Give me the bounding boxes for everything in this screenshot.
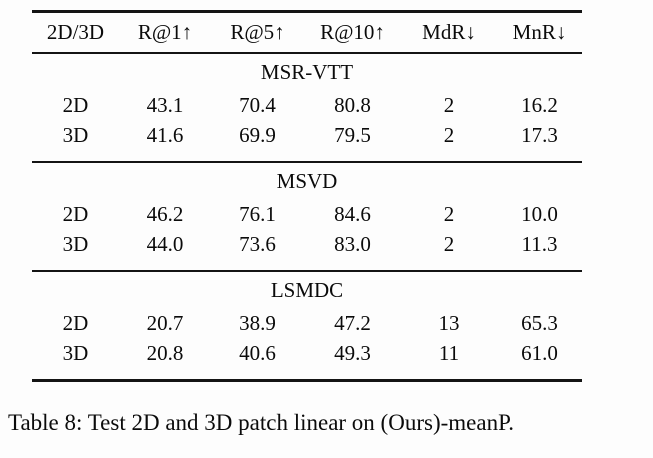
table-cell: 13 (438, 310, 460, 335)
table-cell: 17.3 (521, 122, 558, 147)
table-cell: 20.7 (146, 310, 184, 335)
table-cell: 69.9 (239, 122, 276, 147)
table-caption: Table 8: Test 2D and 3D patch linear on … (8, 410, 515, 435)
table-cell: 10.0 (521, 201, 558, 226)
table-cell: 61.0 (521, 340, 558, 365)
section-msvd: MSVD 2D 46.2 76.1 84.6 2 10.0 3D 44.0 73… (32, 163, 582, 270)
table-cell: 2 (443, 92, 455, 117)
column-header-r5: R@5↑ (230, 20, 285, 44)
section-header-lsmdc: LSMDC (270, 277, 344, 302)
header-rule (32, 52, 582, 54)
table-row-lsmdc-2d: 2D 20.7 38.9 47.2 13 65.3 (32, 308, 582, 338)
column-header-mnr: MnR↓ (512, 20, 567, 44)
table-cell: 2 (443, 201, 455, 226)
table-row-lsmdc-3d: 3D 20.8 40.6 49.3 11 61.0 (32, 338, 582, 368)
mid-rule-2 (32, 270, 582, 272)
table-cell: 43.1 (146, 92, 184, 117)
table-cell: 11.3 (521, 231, 558, 256)
table-cell: 11 (438, 340, 460, 365)
results-table: 2D/3D R@1↑ R@5↑ R@10↑ MdR↓ MnR↓ MSR-VTT … (32, 10, 582, 382)
table-row-msrvtt-2d: 2D 43.1 70.4 80.8 2 16.2 (32, 90, 582, 120)
table-cell: 16.2 (521, 92, 558, 117)
table-cell: 20.8 (146, 340, 184, 365)
table-cell: 49.3 (334, 340, 371, 365)
table-header-row: 2D/3D R@1↑ R@5↑ R@10↑ MdR↓ MnR↓ (32, 13, 582, 52)
table-row-msrvtt-3d: 3D 41.6 69.9 79.5 2 17.3 (32, 120, 582, 150)
table-cell: 76.1 (239, 201, 276, 226)
table-cell: 47.2 (334, 310, 371, 335)
column-header-mdr: MdR↓ (422, 20, 476, 44)
table-row-msvd-3d: 3D 44.0 73.6 83.0 2 11.3 (32, 229, 582, 259)
section-header-msrvtt: MSR-VTT (260, 59, 354, 84)
table-cell: 2D (62, 201, 89, 226)
table-cell: 80.8 (334, 92, 371, 117)
table-cell: 3D (62, 122, 89, 147)
table-cell: 2D (62, 92, 89, 117)
table-cell: 70.4 (239, 92, 276, 117)
table-cell: 79.5 (334, 122, 371, 147)
table-row-msvd-2d: 2D 46.2 76.1 84.6 2 10.0 (32, 199, 582, 229)
section-header-msvd: MSVD (276, 168, 338, 193)
section-lsmdc: LSMDC 2D 20.7 38.9 47.2 13 65.3 3D 20.8 … (32, 272, 582, 379)
table-cell: 65.3 (521, 310, 558, 335)
column-header-2d3d: 2D/3D (46, 20, 105, 44)
table-cell: 44.0 (146, 231, 184, 256)
table-cell: 3D (62, 340, 89, 365)
table-cell: 73.6 (239, 231, 276, 256)
table-cell: 83.0 (334, 231, 371, 256)
table-cell: 84.6 (334, 201, 371, 226)
table-cell: 46.2 (146, 201, 184, 226)
column-header-r1: R@1↑ (137, 20, 193, 44)
table-cell: 41.6 (146, 122, 184, 147)
table-cell: 2D (62, 310, 89, 335)
table-top-rule (32, 10, 582, 13)
table-cell: 40.6 (239, 340, 276, 365)
column-header-r10: R@10↑ (320, 20, 385, 44)
table-cell: 3D (62, 231, 89, 256)
table-cell: 2 (443, 122, 455, 147)
table-cell: 38.9 (239, 310, 276, 335)
section-msrvtt: MSR-VTT 2D 43.1 70.4 80.8 2 16.2 3D 41.6… (32, 54, 582, 161)
table-bottom-rule (32, 379, 582, 382)
mid-rule-1 (32, 161, 582, 163)
table-cell: 2 (443, 231, 455, 256)
